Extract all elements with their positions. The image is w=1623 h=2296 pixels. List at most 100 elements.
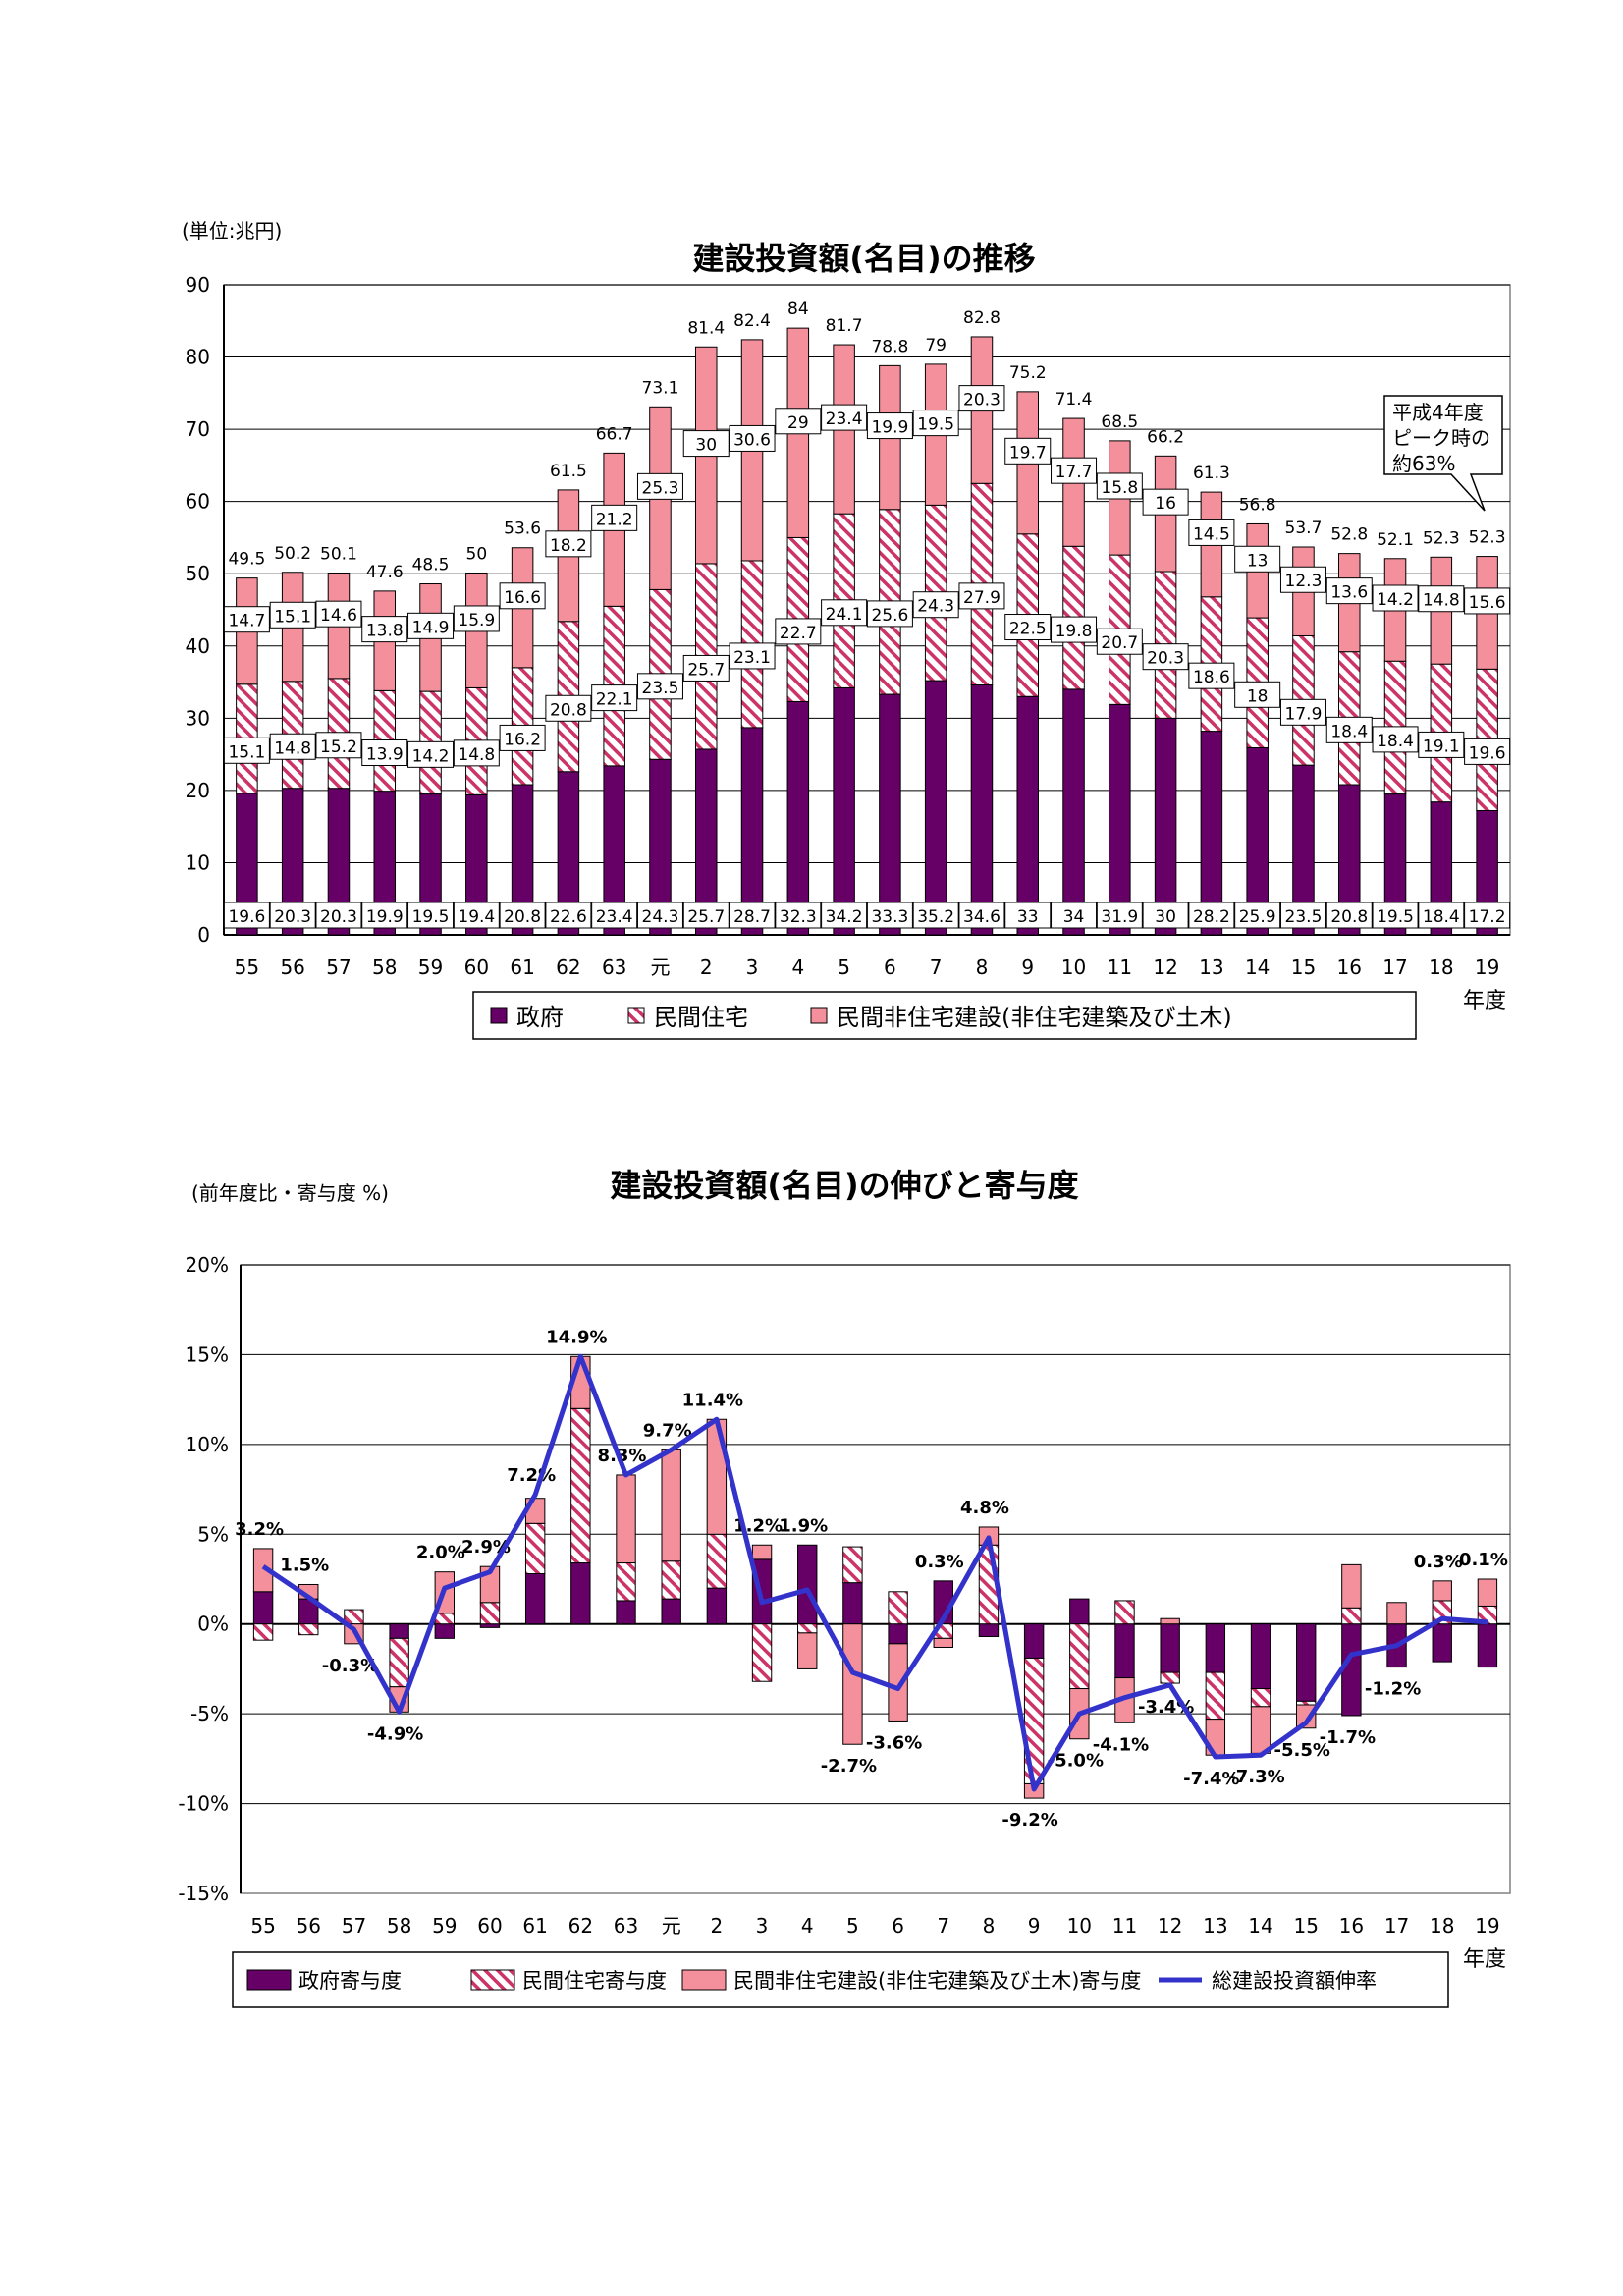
data-label-box xyxy=(682,430,730,458)
data-label-box xyxy=(729,902,776,929)
data-label: 19.9 xyxy=(366,907,404,927)
growth-label: 7.2% xyxy=(507,1465,556,1486)
data-label: 30 xyxy=(695,436,717,456)
data-label: 22.6 xyxy=(550,907,587,927)
data-label: 32.3 xyxy=(780,907,817,927)
growth-label: -7.4% xyxy=(1183,1769,1239,1789)
x-tick-label: 16 xyxy=(1337,956,1362,979)
data-label: 13.8 xyxy=(366,622,404,641)
data-label-box xyxy=(223,606,270,633)
data-label: 13.9 xyxy=(366,745,404,765)
bar-segment xyxy=(1386,1602,1407,1625)
data-label-box xyxy=(1188,662,1235,689)
growth-label: -3.6% xyxy=(866,1732,922,1753)
data-label: 25.9 xyxy=(1239,907,1276,927)
growth-label: -5.0% xyxy=(1048,1751,1104,1772)
data-label-box xyxy=(1004,437,1052,465)
data-label-box xyxy=(269,902,316,929)
legend-swatch xyxy=(490,1007,508,1024)
y-tick-label: 10 xyxy=(186,850,210,874)
data-label: 15.8 xyxy=(1101,478,1138,498)
legend-label: 民間住宅寄与度 xyxy=(522,1969,667,1993)
data-label: 34 xyxy=(1063,907,1085,927)
data-label: 13 xyxy=(1247,551,1269,571)
x-tick-label: 61 xyxy=(510,956,534,979)
data-label: 28.7 xyxy=(733,907,771,927)
data-label-box xyxy=(1418,585,1465,613)
x-axis-unit: 年度 xyxy=(1463,989,1506,1013)
data-label-box xyxy=(821,599,868,627)
x-tick-label: 19 xyxy=(1475,956,1499,979)
data-label: 14.6 xyxy=(320,606,357,626)
x-tick-label: 17 xyxy=(1382,956,1407,979)
data-label-box xyxy=(775,902,822,929)
data-label-box xyxy=(1234,545,1281,573)
bar-segment xyxy=(842,1623,863,1745)
growth-label: -4.9% xyxy=(367,1723,423,1744)
data-label-box xyxy=(1142,902,1189,929)
total-label: 68.5 xyxy=(1101,412,1138,432)
data-label-box xyxy=(315,732,362,759)
bar-segment xyxy=(1160,1671,1180,1684)
data-label: 23.4 xyxy=(596,907,633,927)
data-label: 19.8 xyxy=(1055,622,1093,641)
data-label-box xyxy=(315,600,362,628)
x-tick-label: 14 xyxy=(1245,956,1270,979)
chart-title: 建設投資額(名目)の推移 xyxy=(692,240,1035,277)
data-label-box xyxy=(729,424,776,452)
growth-label: 9.7% xyxy=(643,1420,692,1441)
legend xyxy=(232,1951,1449,2008)
growth-label: 4.8% xyxy=(960,1498,1009,1518)
x-tick-label: 15 xyxy=(1293,1914,1318,1938)
bar-segment xyxy=(797,1632,818,1669)
legend-swatch xyxy=(681,1969,727,1991)
total-label: 66.7 xyxy=(596,424,633,444)
total-label: 52.3 xyxy=(1423,528,1460,548)
total-label: 52.8 xyxy=(1330,525,1368,545)
legend-swatch xyxy=(470,1969,515,1991)
total-label: 61.5 xyxy=(550,462,587,481)
x-tick-label: 13 xyxy=(1199,956,1223,979)
growth-label: 0.1% xyxy=(1459,1550,1508,1570)
total-label: 61.3 xyxy=(1193,464,1230,483)
data-label: 18.6 xyxy=(1193,668,1230,687)
y-tick-label: 70 xyxy=(186,417,210,441)
bar-segment xyxy=(389,1637,409,1688)
bar-segment xyxy=(661,1598,681,1625)
x-tick-label: 8 xyxy=(976,956,989,979)
data-label: 14.7 xyxy=(228,612,265,631)
data-label-box xyxy=(453,902,500,929)
growth-line xyxy=(261,1353,1488,1792)
total-label: 84 xyxy=(787,300,809,319)
bar-segment xyxy=(842,1546,863,1584)
total-label: 50.1 xyxy=(320,544,357,564)
data-label: 15.1 xyxy=(274,607,311,627)
data-label-box xyxy=(1096,628,1143,655)
x-tick-label: 4 xyxy=(791,956,804,979)
total-label: 50 xyxy=(466,544,488,564)
data-label: 34.2 xyxy=(826,907,863,927)
y-tick-label: 10% xyxy=(186,1433,229,1456)
data-label: 25.3 xyxy=(642,478,679,498)
x-tick-label: 2 xyxy=(700,956,713,979)
data-label-box xyxy=(545,530,592,558)
data-label-box xyxy=(1464,587,1511,615)
x-tick-label: 元 xyxy=(650,956,670,979)
data-label: 16.2 xyxy=(504,730,541,749)
bar-segment xyxy=(661,1449,681,1562)
x-tick-label: 57 xyxy=(342,1914,366,1938)
x-tick-label: 7 xyxy=(937,1914,949,1938)
x-tick-label: 16 xyxy=(1339,1914,1364,1938)
data-label-box xyxy=(729,642,776,670)
data-label: 29 xyxy=(787,413,809,433)
total-label: 82.4 xyxy=(733,311,771,331)
data-label: 33.3 xyxy=(871,907,908,927)
bar-segment xyxy=(933,1637,953,1648)
data-label-box xyxy=(866,600,913,628)
bar-segment xyxy=(1160,1617,1180,1625)
data-label-box xyxy=(1234,902,1281,929)
data-label: 14.5 xyxy=(1193,524,1230,544)
data-label-box xyxy=(1464,902,1511,929)
data-label-box xyxy=(1051,457,1098,484)
data-label-box xyxy=(1279,698,1326,726)
